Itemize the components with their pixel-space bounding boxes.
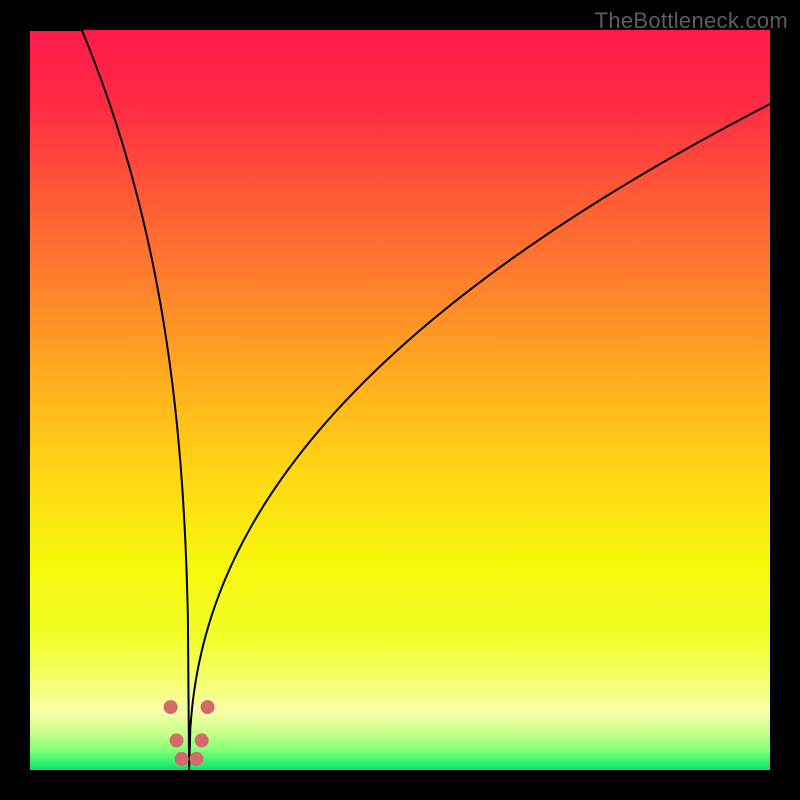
plot-area — [30, 30, 770, 770]
cusp-dot — [170, 733, 184, 747]
cusp-dot — [164, 700, 178, 714]
cusp-dot — [175, 752, 189, 766]
bottleneck-curve — [30, 30, 770, 770]
cusp-dot — [201, 700, 215, 714]
cusp-dot — [195, 733, 209, 747]
curve-overlay — [30, 30, 770, 770]
cusp-dot — [190, 752, 204, 766]
watermark-text: TheBottleneck.com — [595, 8, 788, 34]
